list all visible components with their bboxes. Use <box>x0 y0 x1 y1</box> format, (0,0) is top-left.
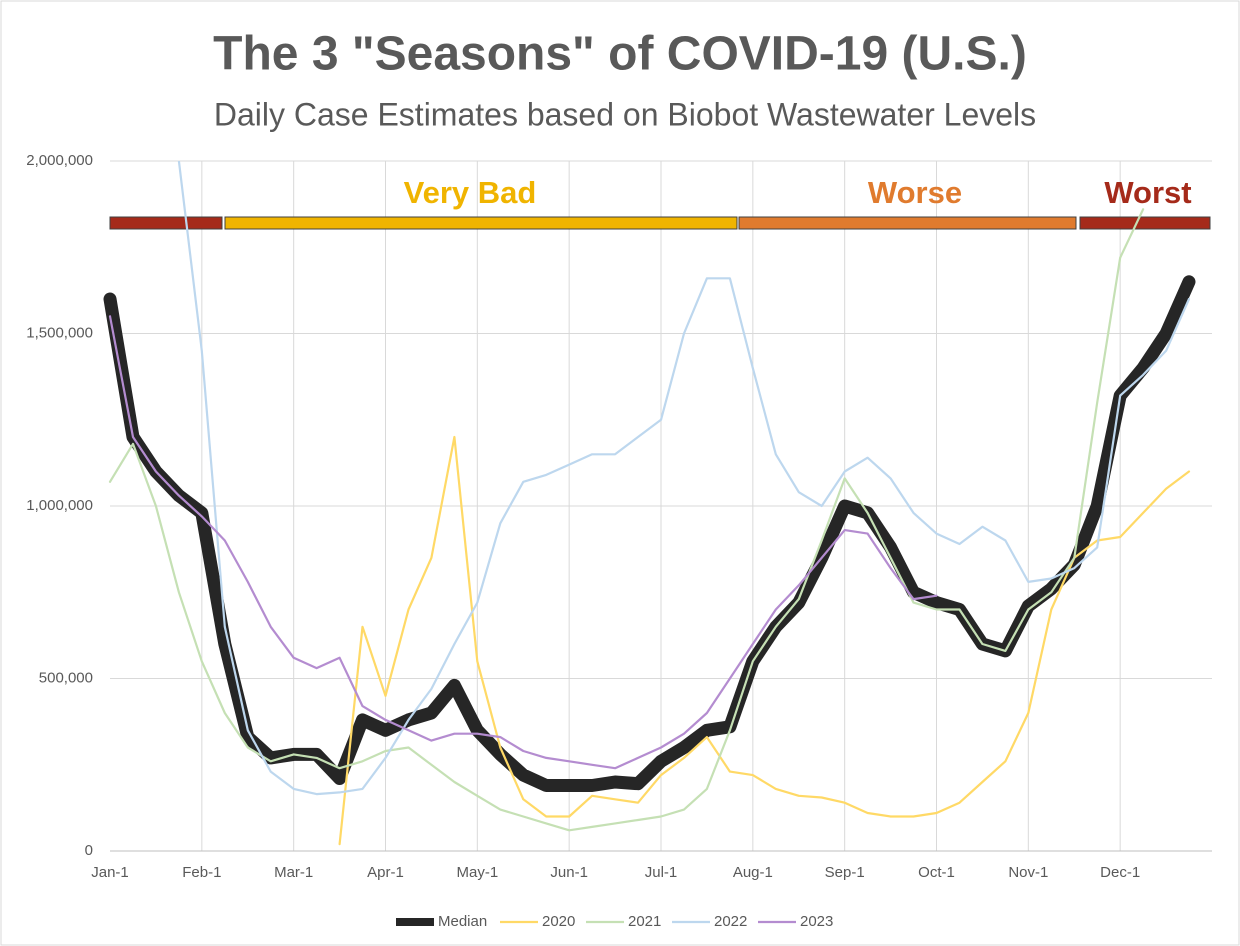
season-bar <box>1079 216 1211 230</box>
y-tick-label: 1,500,000 <box>26 324 93 341</box>
y-tick-label: 0 <box>85 842 93 859</box>
legend-label: Median <box>438 913 487 930</box>
y-tick-label: 1,000,000 <box>26 497 93 514</box>
x-tick-label: Oct-1 <box>918 864 955 881</box>
legend-label: 2021 <box>628 913 661 930</box>
season-label: Worst <box>1104 175 1191 210</box>
legend-label: 2022 <box>714 913 747 930</box>
season-bar <box>738 216 1077 230</box>
legend-label: 2023 <box>800 913 833 930</box>
season-label: Worse <box>868 175 962 210</box>
season-label: Very Bad <box>404 175 537 210</box>
x-tick-label: May-1 <box>456 864 498 881</box>
x-tick-label: Apr-1 <box>367 864 404 881</box>
legend-label: 2020 <box>542 913 575 930</box>
x-tick-label: Nov-1 <box>1008 864 1048 881</box>
chart-title: The 3 "Seasons" of COVID-19 (U.S.) <box>213 28 1027 81</box>
series-line <box>108 315 938 770</box>
series-line <box>108 208 1145 832</box>
season-bar <box>224 216 738 230</box>
x-tick-label: Jan-1 <box>91 864 129 881</box>
x-tick-label: Sep-1 <box>825 864 865 881</box>
x-tick-label: Aug-1 <box>733 864 773 881</box>
x-tick-label: Dec-1 <box>1100 864 1140 881</box>
x-tick-label: Jun-1 <box>550 864 588 881</box>
series-line <box>338 435 1191 846</box>
series-line <box>177 161 1191 796</box>
x-tick-label: Feb-1 <box>182 864 221 881</box>
x-tick-label: Jul-1 <box>645 864 678 881</box>
y-tick-label: 500,000 <box>39 669 93 686</box>
season-bar <box>109 216 223 230</box>
chart-subtitle: Daily Case Estimates based on Biobot Was… <box>214 96 1036 132</box>
y-tick-label: 2,000,000 <box>26 152 93 169</box>
x-tick-label: Mar-1 <box>274 864 313 881</box>
